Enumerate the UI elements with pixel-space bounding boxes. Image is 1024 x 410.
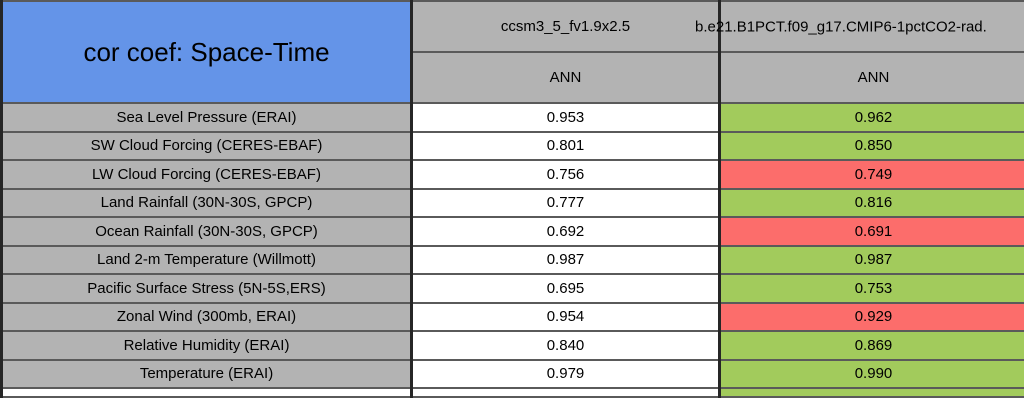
table-row: LW Cloud Forcing (CERES-EBAF) 0.756 0.74… [0,159,1024,190]
partial-row-label-cell [0,387,413,398]
value-cell-model-1: 0.979 [410,358,721,389]
value-cell-model-1: 0.840 [410,330,721,361]
column-subheader-season-2: ANN [718,51,1024,104]
season-2-label: ANN [857,69,890,86]
model-1-name: ccsm3_5_fv1.9x2.5 [500,18,631,35]
row-label: LW Cloud Forcing (CERES-EBAF) [0,159,413,190]
column-header-model-2: b.e21.B1PCT.f09_g17.CMIP6-1pctCO2-rad. [695,0,1024,53]
value-cell-model-2: 0.929 [718,301,1024,332]
value-cell-model-1: 0.692 [410,216,721,247]
table-row: Pacific Surface Stress (5N-5S,ERS) 0.695… [0,273,1024,304]
table-row: Relative Humidity (ERAI) 0.840 0.869 [0,330,1024,361]
value-cell-model-2: 0.850 [718,130,1024,161]
partial-row-value-cell-2 [718,387,1024,398]
column-header-model-1: ccsm3_5_fv1.9x2.5 [410,0,721,53]
season-header-row: ANN ANN [2,51,1024,104]
value-cell-model-1: 0.954 [410,301,721,332]
table-row: Land 2-m Temperature (Willmott) 0.987 0.… [0,244,1024,275]
value-cell-model-1: 0.801 [410,130,721,161]
table-row: Sea Level Pressure (ERAI) 0.953 0.962 [0,102,1024,133]
row-label: Temperature (ERAI) [0,358,413,389]
row-label: Land Rainfall (30N-30S, GPCP) [0,187,413,218]
value-cell-model-2: 0.962 [718,102,1024,133]
value-cell-model-1: 0.953 [410,102,721,133]
partial-clipped-row [0,387,1024,398]
row-label: Relative Humidity (ERAI) [0,330,413,361]
value-cell-model-2: 0.753 [718,273,1024,304]
row-label: Zonal Wind (300mb, ERAI) [0,301,413,332]
value-cell-model-1: 0.756 [410,159,721,190]
season-1-label: ANN [549,69,582,86]
table-row: SW Cloud Forcing (CERES-EBAF) 0.801 0.85… [0,130,1024,161]
value-cell-model-1: 0.777 [410,187,721,218]
table-row: Ocean Rainfall (30N-30S, GPCP) 0.692 0.6… [0,216,1024,247]
value-cell-model-2: 0.990 [718,358,1024,389]
row-label: SW Cloud Forcing (CERES-EBAF) [0,130,413,161]
row-label: Pacific Surface Stress (5N-5S,ERS) [0,273,413,304]
value-cell-model-2: 0.869 [718,330,1024,361]
table-title-cell: cor coef: Space-Time [0,0,413,104]
partial-row-value-cell-1 [410,387,721,398]
table-row: Land Rainfall (30N-30S, GPCP) 0.777 0.81… [0,187,1024,218]
table-row: Temperature (ERAI) 0.979 0.990 [0,358,1024,389]
row-label: Ocean Rainfall (30N-30S, GPCP) [0,216,413,247]
cor-coef-table: cor coef: Space-Time ccsm3_5_fv1.9x2.5 b… [0,0,1024,398]
value-cell-model-2: 0.691 [718,216,1024,247]
row-label: Sea Level Pressure (ERAI) [0,102,413,133]
value-cell-model-2: 0.987 [718,244,1024,275]
table-row: Zonal Wind (300mb, ERAI) 0.954 0.929 [0,301,1024,332]
column-subheader-season-1: ANN [410,51,721,104]
row-label: Land 2-m Temperature (Willmott) [0,244,413,275]
value-cell-model-1: 0.695 [410,273,721,304]
value-cell-model-1: 0.987 [410,244,721,275]
value-cell-model-2: 0.816 [718,187,1024,218]
table-title: cor coef: Space-Time [83,36,330,67]
model-2-name: b.e21.B1PCT.f09_g17.CMIP6-1pctCO2-rad. [695,18,987,35]
value-cell-model-2: 0.749 [718,159,1024,190]
model-header-row: cor coef: Space-Time ccsm3_5_fv1.9x2.5 b… [0,0,1024,104]
